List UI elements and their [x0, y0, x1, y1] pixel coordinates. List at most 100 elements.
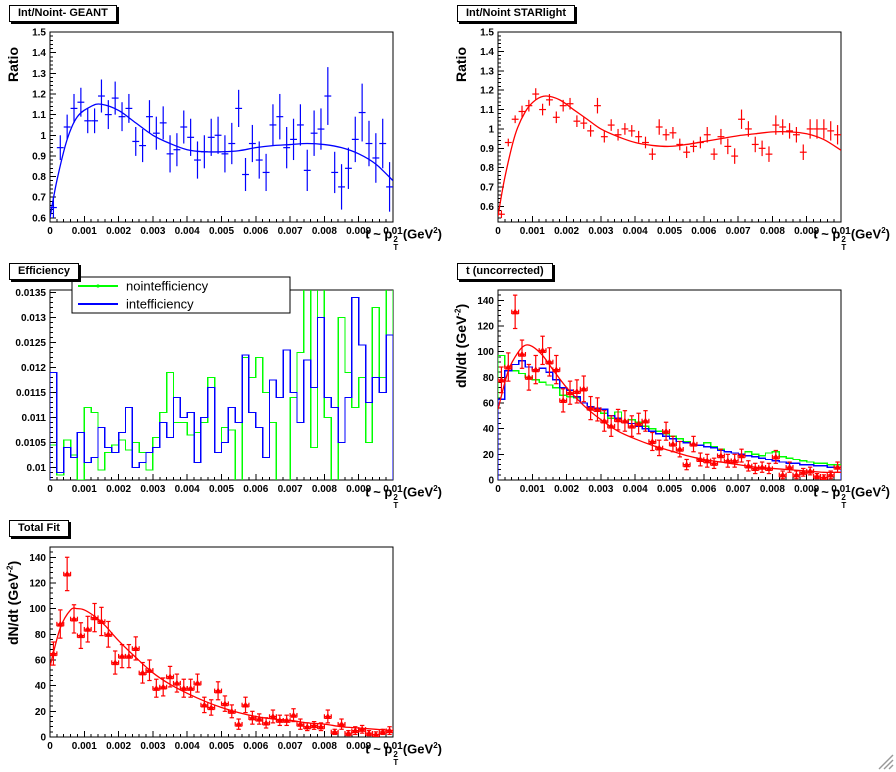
pad-title-starlight: Int/Noint STARlight: [457, 5, 575, 22]
svg-text:1.3: 1.3: [480, 66, 494, 77]
svg-text:0.004: 0.004: [175, 484, 200, 495]
y-axis: 0.6 0.7 0.8 0.9 1 1.1 1.2 1.3 1.4 1.5: [480, 28, 504, 223]
svg-text:0.002: 0.002: [106, 741, 131, 752]
fit-curve: [498, 344, 841, 474]
svg-text:40: 40: [35, 681, 47, 692]
legend: nointefficiency intefficiency: [71, 276, 291, 314]
svg-text:120: 120: [477, 321, 494, 332]
svg-text:0.005: 0.005: [657, 226, 682, 237]
series-area: [50, 290, 393, 480]
y-axis: 0.01 0.0105 0.011 0.0115 0.012 0.0125 0.013 0.0…: [15, 288, 56, 478]
resize-grip-icon[interactable]: [877, 753, 895, 771]
svg-text:1.4: 1.4: [480, 47, 494, 58]
svg-text:0.6: 0.6: [480, 202, 494, 213]
svg-text:0.8: 0.8: [480, 163, 494, 174]
svg-text:0.0135: 0.0135: [15, 288, 46, 299]
svg-text:0.6: 0.6: [32, 213, 46, 224]
hist-intefficiency: [50, 296, 393, 480]
pad-title-t-uncorrected: t (uncorrected): [457, 263, 553, 280]
svg-text:0.007: 0.007: [726, 226, 751, 237]
svg-text:0.011: 0.011: [22, 413, 47, 424]
svg-text:0.005: 0.005: [209, 741, 234, 752]
svg-text:0.001: 0.001: [72, 484, 97, 495]
svg-text:0.008: 0.008: [760, 484, 785, 495]
svg-text:0.006: 0.006: [243, 484, 268, 495]
svg-text:0.004: 0.004: [175, 741, 200, 752]
svg-text:0.009: 0.009: [794, 484, 819, 495]
svg-text:0.8: 0.8: [32, 172, 46, 183]
svg-text:140: 140: [477, 296, 494, 307]
data-points: [50, 556, 393, 737]
svg-text:0.008: 0.008: [760, 226, 785, 237]
svg-text:0.0105: 0.0105: [15, 438, 46, 449]
hist-nointefficiency: [50, 290, 393, 480]
y-axis-title-dndt: dN/dt (GeV-2): [5, 560, 21, 645]
svg-text:0.01: 0.01: [831, 484, 851, 495]
data-points: [498, 88, 841, 219]
svg-text:0.003: 0.003: [140, 741, 165, 752]
x-axis: 0 0.001 0.002 0.003 0.004 0.005 0.006 0.007 0.00…: [47, 216, 403, 237]
svg-text:0.9: 0.9: [480, 144, 494, 155]
data-points: [50, 67, 393, 218]
svg-text:0.004: 0.004: [175, 226, 200, 237]
svg-text:0.008: 0.008: [312, 484, 337, 495]
y-axis-title-ratio: Ratio: [5, 47, 21, 82]
svg-text:0.003: 0.003: [140, 226, 165, 237]
svg-text:0.002: 0.002: [106, 484, 131, 495]
svg-text:0.0125: 0.0125: [15, 338, 46, 349]
svg-text:100: 100: [477, 347, 494, 358]
x-axis: 0 0.001 0.002 0.003 0.004 0.005 0.006 0.007 0.00…: [47, 474, 403, 495]
legend-label-intefficiency: intefficiency: [126, 297, 194, 312]
svg-text:0.002: 0.002: [554, 484, 579, 495]
svg-text:0.01: 0.01: [831, 226, 851, 237]
svg-text:0.001: 0.001: [520, 484, 545, 495]
svg-text:0.0115: 0.0115: [16, 388, 46, 399]
series-area: [50, 67, 393, 218]
y-axis-title-ratio: Ratio: [453, 47, 469, 82]
svg-text:20: 20: [35, 707, 47, 718]
svg-text:0.002: 0.002: [106, 226, 131, 237]
series-area: [498, 294, 841, 480]
pad-efficiency: 0 0.001 0.002 0.003 0.004 0.005 0.006 0.007 0.00…: [0, 258, 448, 515]
y-axis: 0.6 0.7 0.8 0.9 1 1.1 1.2 1.3 1.4 1.5: [32, 28, 56, 224]
pad-int-noint-starlight: 0 0.001 0.002 0.003 0.004 0.005 0.006 0.007 0.00…: [448, 0, 896, 257]
svg-text:0.003: 0.003: [140, 484, 165, 495]
svg-text:0.009: 0.009: [346, 741, 371, 752]
svg-text:0.003: 0.003: [588, 484, 613, 495]
svg-text:0.01: 0.01: [27, 463, 47, 474]
svg-text:0.005: 0.005: [209, 226, 234, 237]
svg-text:0.007: 0.007: [278, 741, 303, 752]
svg-text:0.006: 0.006: [691, 226, 716, 237]
t-uncorrected-plot: 0 0.001 0.002 0.003 0.004 0.005 0.006 0.007 0.00…: [477, 289, 851, 495]
svg-text:0: 0: [495, 226, 501, 237]
svg-text:1.5: 1.5: [480, 28, 494, 39]
svg-text:0.012: 0.012: [21, 363, 46, 374]
svg-text:0.013: 0.013: [21, 313, 46, 324]
svg-text:0.004: 0.004: [623, 226, 648, 237]
svg-text:0.007: 0.007: [278, 226, 303, 237]
svg-text:1.1: 1.1: [480, 105, 494, 116]
svg-text:0.009: 0.009: [346, 484, 371, 495]
legend-label-nointefficiency: nointefficiency: [126, 279, 209, 294]
svg-text:0: 0: [47, 484, 53, 495]
plot-frame: [49, 546, 394, 738]
series-area: [50, 556, 393, 737]
svg-text:0.01: 0.01: [383, 741, 403, 752]
fit-curve: [498, 95, 841, 217]
svg-text:0: 0: [488, 476, 494, 487]
svg-text:0: 0: [47, 226, 53, 237]
svg-text:0: 0: [47, 741, 53, 752]
svg-text:1: 1: [488, 124, 494, 135]
efficiency-plot: 0 0.001 0.002 0.003 0.004 0.005 0.006 0.007 0.00…: [15, 276, 403, 495]
svg-text:0.01: 0.01: [383, 484, 403, 495]
svg-text:1.2: 1.2: [480, 86, 494, 97]
svg-text:0.005: 0.005: [657, 484, 682, 495]
svg-text:0.7: 0.7: [32, 193, 46, 204]
fit-curve: [50, 607, 393, 732]
svg-text:0.007: 0.007: [278, 484, 303, 495]
